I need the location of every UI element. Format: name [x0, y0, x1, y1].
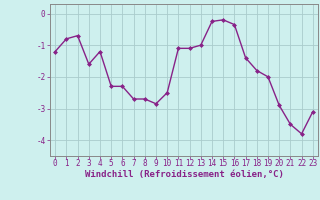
X-axis label: Windchill (Refroidissement éolien,°C): Windchill (Refroidissement éolien,°C) [84, 170, 284, 179]
